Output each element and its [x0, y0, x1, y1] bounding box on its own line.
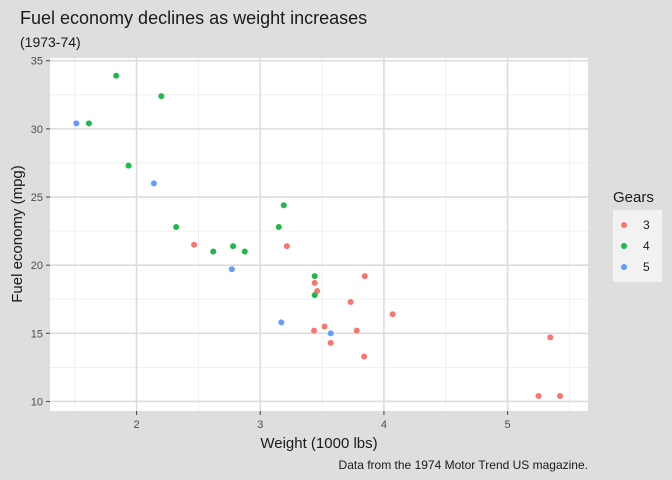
data-point-gears-4	[85, 120, 92, 127]
y-axis-label: Fuel economy (mpg)	[9, 165, 26, 303]
data-point-gears-5	[327, 330, 334, 337]
x-axis-ticks: 2 3 4 5	[134, 411, 511, 431]
legend-label-gears-3: 3	[643, 218, 650, 232]
data-point-gears-3	[535, 393, 542, 400]
data-point-gears-3	[361, 273, 368, 280]
data-point-gears-4	[311, 292, 318, 299]
legend-label-gears-4: 4	[643, 239, 650, 253]
plot-panel	[50, 58, 588, 411]
data-point-gears-4	[173, 224, 180, 231]
legend-label-gears-5: 5	[643, 260, 650, 274]
legend-items: 3 4 5	[613, 210, 662, 282]
data-point-gears-4	[230, 243, 237, 250]
data-point-gears-4	[125, 162, 132, 169]
data-point-gears-4	[158, 93, 165, 100]
y-axis-ticks: 10 15 20 25 30 35	[31, 56, 50, 408]
x-tick-label: 5	[505, 419, 511, 431]
x-tick-label: 3	[257, 419, 263, 431]
data-points	[73, 72, 564, 400]
data-point-gears-4	[241, 248, 248, 255]
y-tick-label: 20	[31, 260, 43, 272]
data-point-gears-5	[150, 180, 157, 187]
data-point-gears-4	[210, 248, 217, 255]
data-point-gears-5	[278, 319, 285, 326]
data-point-gears-3	[347, 298, 354, 305]
legend: Gears 3 4 5	[613, 189, 662, 282]
data-point-gears-4	[275, 224, 282, 231]
chart-title: Fuel economy declines as weight increase…	[20, 8, 367, 28]
y-tick-label: 35	[31, 56, 43, 68]
legend-key-background	[613, 210, 662, 282]
y-tick-label: 25	[31, 192, 43, 204]
data-point-gears-3	[283, 243, 290, 250]
data-point-gears-5	[73, 120, 80, 127]
data-point-gears-4	[280, 202, 287, 209]
data-point-gears-3	[311, 279, 318, 286]
data-point-gears-3	[321, 323, 328, 330]
data-point-gears-3	[353, 327, 360, 334]
y-tick-label: 15	[31, 328, 43, 340]
data-point-gears-3	[361, 353, 368, 360]
x-tick-label: 2	[134, 419, 140, 431]
data-point-gears-4	[311, 273, 318, 280]
data-point-gears-3	[191, 241, 198, 248]
data-point-gears-4	[113, 72, 120, 79]
x-axis-label: Weight (1000 lbs)	[260, 435, 377, 452]
chart-subtitle: (1973-74)	[20, 34, 81, 50]
gridlines	[50, 58, 588, 411]
data-point-gears-5	[228, 266, 235, 273]
data-point-gears-3	[327, 339, 334, 346]
chart-caption: Data from the 1974 Motor Trend US magazi…	[339, 458, 588, 472]
legend-title: Gears	[613, 189, 654, 206]
data-point-gears-3	[547, 334, 554, 341]
x-tick-label: 4	[381, 419, 387, 431]
legend-key-gears-5	[621, 264, 627, 270]
data-point-gears-3	[389, 311, 396, 318]
y-tick-label: 10	[31, 396, 43, 408]
data-point-gears-3	[557, 393, 564, 400]
legend-key-gears-4	[621, 243, 627, 249]
y-tick-label: 30	[31, 124, 43, 136]
data-point-gears-3	[311, 327, 318, 334]
legend-key-gears-3	[621, 222, 627, 228]
